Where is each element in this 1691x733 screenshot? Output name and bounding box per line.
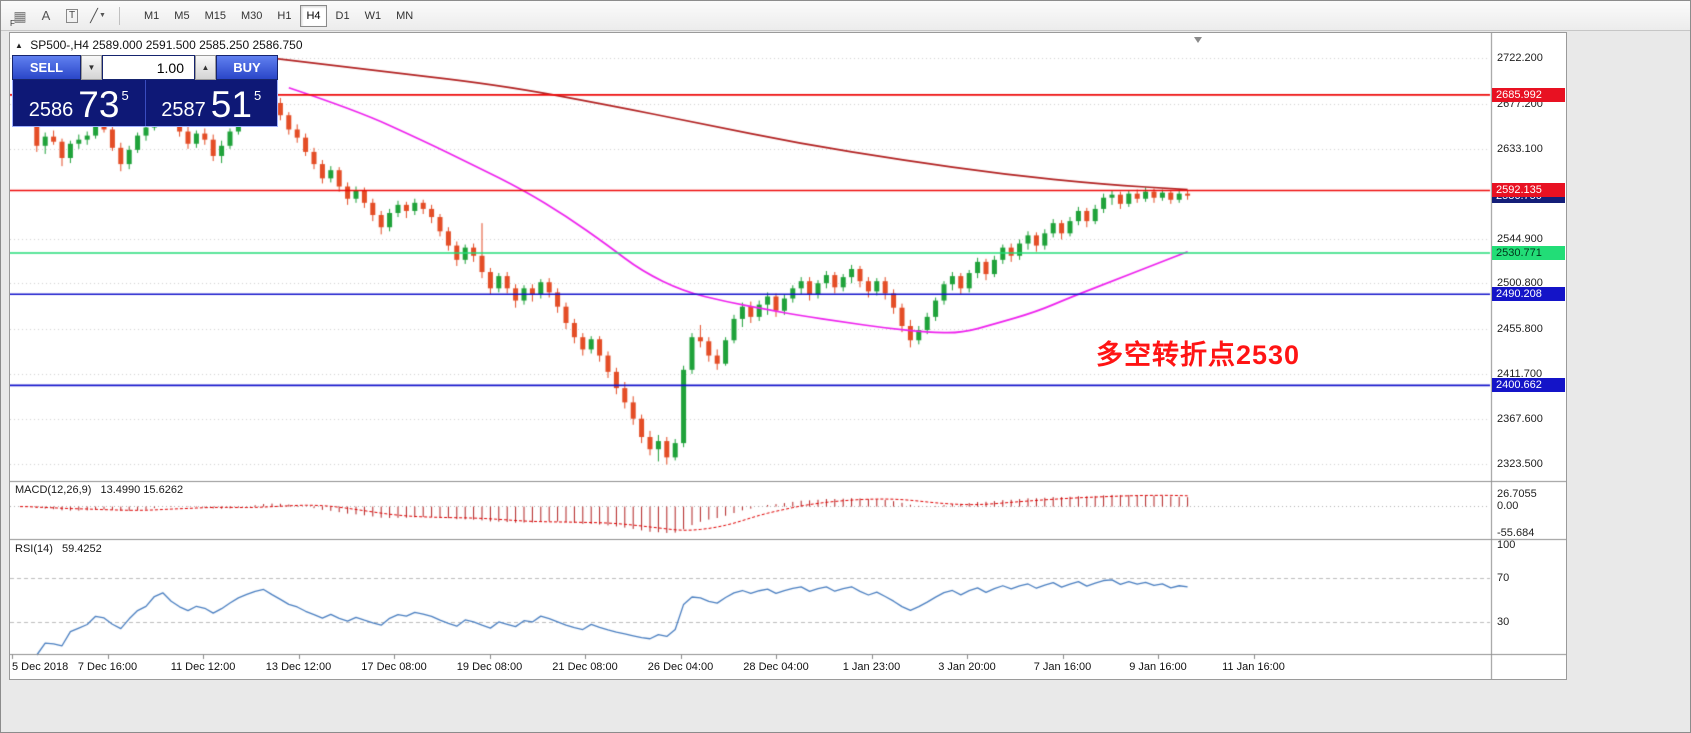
rsi-axis-label: 70 bbox=[1497, 572, 1510, 584]
price-axis-label: 2323.500 bbox=[1497, 457, 1543, 470]
time-axis-label: 1 Jan 23:00 bbox=[842, 661, 901, 673]
price-axis-label: 2633.100 bbox=[1497, 142, 1543, 155]
rsi-panel-label: RSI(14) 59.4252 bbox=[15, 543, 102, 555]
chart-ohlc-values: 2589.000 2591.500 2585.250 2586.750 bbox=[92, 38, 303, 52]
rsi-axis-label: 100 bbox=[1497, 539, 1516, 551]
rsi-axis-label: 30 bbox=[1497, 616, 1510, 628]
chart-annotation: 多空转折点2530 bbox=[1096, 340, 1301, 370]
time-axis-label: 26 Dec 04:00 bbox=[647, 661, 714, 673]
buy-price-point: 5 bbox=[253, 88, 262, 103]
time-axis-label: 13 Dec 12:00 bbox=[265, 661, 332, 673]
volume-up-button[interactable]: ▲ bbox=[195, 55, 216, 80]
price-badge: 2490.208 bbox=[1492, 287, 1565, 302]
timeframe-button-m15[interactable]: M15 bbox=[199, 5, 232, 27]
text-label-icon[interactable]: T bbox=[59, 4, 85, 28]
time-axis-label: 17 Dec 08:00 bbox=[361, 661, 427, 673]
time-axis-label: 19 Dec 08:00 bbox=[456, 661, 523, 673]
timeframe-button-mn[interactable]: MN bbox=[390, 5, 419, 27]
macd-label: MACD(12,26,9) bbox=[15, 484, 92, 496]
volume-down-button[interactable]: ▼ bbox=[81, 55, 102, 80]
time-axis-label: 9 Jan 16:00 bbox=[1129, 661, 1187, 673]
trade-prices-row: 2586 73 5 2587 51 5 bbox=[12, 80, 278, 127]
chart-area: ▲ SP500-,H4 2589.000 2591.500 2585.250 2… bbox=[9, 32, 1567, 680]
time-axis-label: 5 Dec 2018 bbox=[12, 661, 69, 673]
price-badge: 2530.771 bbox=[1492, 245, 1565, 260]
price-axis-label: 2500.800 bbox=[1497, 277, 1543, 290]
text-label-glyph: T bbox=[65, 8, 79, 23]
time-axis-label: 21 Dec 08:00 bbox=[552, 661, 618, 673]
price-axis-label: 2411.700 bbox=[1497, 368, 1543, 381]
line-tool-icon[interactable]: ╱ ▼ bbox=[85, 4, 111, 28]
macd-axis-label: 0.00 bbox=[1497, 500, 1519, 512]
text-tool-glyph: A bbox=[41, 8, 51, 23]
buy-price-head: 2587 bbox=[161, 99, 206, 121]
chart-symbol: SP500-,H4 bbox=[30, 38, 89, 52]
time-axis[interactable]: 5 Dec 2018 7 Dec 16:00 11 Dec 12:00 13 Dec … bbox=[10, 657, 1490, 679]
rsi-value: 59.4252 bbox=[61, 543, 102, 555]
sell-price-pips: 73 bbox=[78, 83, 120, 125]
buy-price-display[interactable]: 2587 51 5 bbox=[146, 80, 278, 126]
price-badge: 2592.135 bbox=[1492, 183, 1565, 198]
timeframe-button-h4[interactable]: H4 bbox=[300, 4, 327, 27]
trade-controls-row: SELL ▼ ▲ BUY bbox=[12, 55, 278, 80]
timeframe-button-d1[interactable]: D1 bbox=[330, 5, 356, 27]
timeframe-button-m5[interactable]: M5 bbox=[168, 5, 195, 27]
toolbar-separator bbox=[119, 6, 120, 25]
sell-price-display[interactable]: 2586 73 5 bbox=[13, 80, 146, 126]
chart-header: ▲ SP500-,H4 2589.000 2591.500 2585.250 2… bbox=[15, 38, 303, 52]
sell-button[interactable]: SELL bbox=[12, 55, 81, 80]
buy-price-pips: 51 bbox=[210, 83, 252, 125]
macd-panel-label: MACD(12,26,9) 13.4990 15.6262 bbox=[15, 484, 183, 496]
timeframe-button-m1[interactable]: M1 bbox=[138, 5, 165, 27]
price-badge: 2400.662 bbox=[1492, 378, 1565, 393]
chart-shift-marker[interactable] bbox=[1194, 37, 1202, 43]
time-axis-label: 11 Dec 12:00 bbox=[170, 661, 236, 673]
icon-badge: F bbox=[10, 18, 15, 28]
text-tool-icon[interactable]: A bbox=[33, 4, 59, 28]
buy-button[interactable]: BUY bbox=[216, 55, 278, 80]
price-axis-label: 2544.900 bbox=[1497, 232, 1543, 245]
one-click-trading-panel: SELL ▼ ▲ BUY 2586 73 5 2587 51 5 bbox=[12, 55, 278, 127]
price-axis[interactable]: 2722.200 2677.200 2633.100 2544.900 2500.800… bbox=[1492, 33, 1566, 679]
sell-price-point: 5 bbox=[121, 88, 129, 103]
time-axis-label: 3 Jan 20:00 bbox=[938, 661, 996, 673]
macd-values: 13.4990 15.6262 bbox=[100, 484, 184, 496]
volume-input[interactable] bbox=[102, 55, 195, 80]
sell-price-head: 2586 bbox=[28, 99, 74, 121]
price-axis-label: 2367.600 bbox=[1497, 413, 1543, 426]
chart-canvas[interactable] bbox=[10, 33, 1566, 679]
line-glyph: ╱ bbox=[90, 7, 98, 23]
timeframe-button-m30[interactable]: M30 bbox=[235, 5, 268, 27]
toolbar: ▦ F A T ╱ ▼ M1 M5 M15 M30 H1 H4 D1 W1 MN bbox=[1, 1, 1690, 31]
macd-axis-label: 26.7055 bbox=[1497, 488, 1537, 500]
price-axis-label: 2722.200 bbox=[1497, 52, 1543, 64]
rsi-label: RSI(14) bbox=[15, 543, 53, 555]
macd-axis-label: -55.684 bbox=[1497, 527, 1535, 539]
timeframe-group: M1 M5 M15 M30 H1 H4 D1 W1 MN bbox=[138, 4, 419, 27]
price-axis-label: 2455.800 bbox=[1497, 323, 1543, 336]
timeframe-button-h1[interactable]: H1 bbox=[271, 5, 297, 27]
time-axis-label: 11 Jan 16:00 bbox=[1222, 661, 1285, 673]
price-badge: 2685.992 bbox=[1492, 87, 1565, 102]
time-axis-label: 28 Dec 04:00 bbox=[743, 661, 809, 673]
grid-glyph: ▦ bbox=[13, 7, 27, 24]
collapse-icon[interactable]: ▲ bbox=[15, 41, 23, 50]
time-axis-label: 7 Dec 16:00 bbox=[77, 661, 138, 673]
timeframe-button-w1[interactable]: W1 bbox=[359, 5, 388, 27]
time-axis-label: 7 Jan 16:00 bbox=[1033, 661, 1092, 673]
chart-objects-icon[interactable]: ▦ F bbox=[7, 4, 33, 28]
chevron-down-icon: ▼ bbox=[98, 12, 106, 19]
